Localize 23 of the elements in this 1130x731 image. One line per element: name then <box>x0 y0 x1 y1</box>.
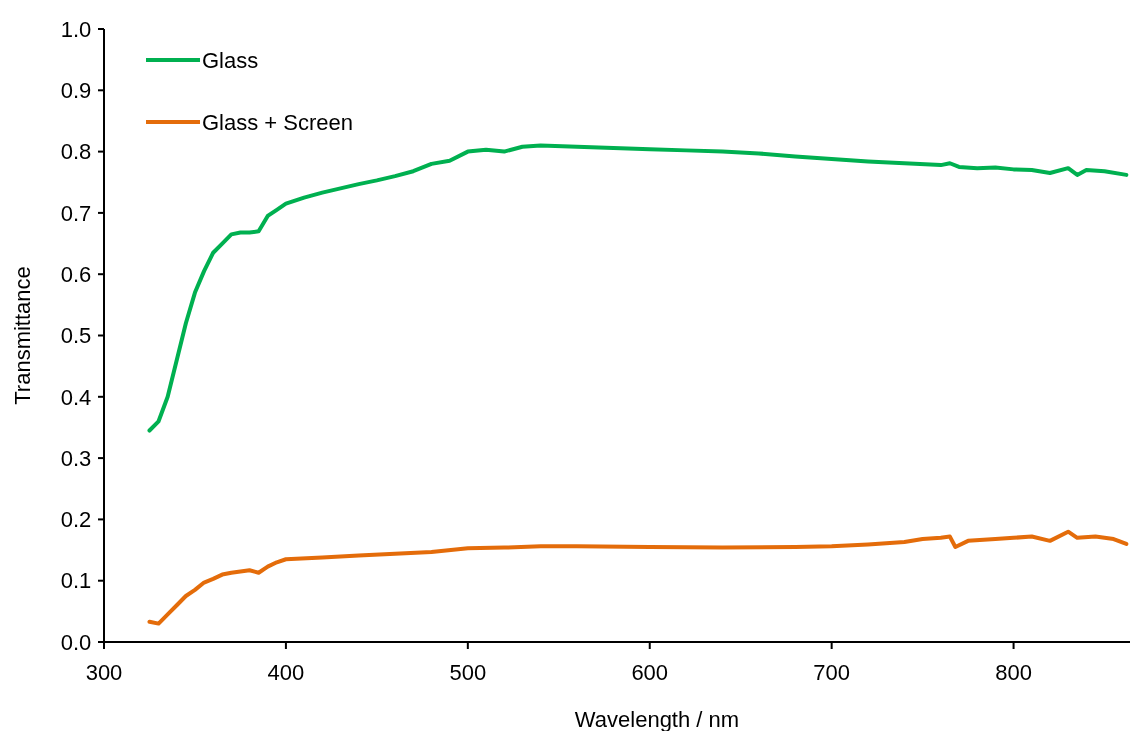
y-tick-label: 0.4 <box>60 384 92 410</box>
x-tick-label: 500 <box>449 660 487 685</box>
y-tick-label: 0.5 <box>60 323 92 349</box>
line-series <box>147 143 1129 433</box>
line-series <box>147 529 1129 626</box>
y-tick-label: 0.8 <box>60 139 92 165</box>
y-tick-label: 0.6 <box>60 261 92 287</box>
y-axis-title: Transmittance <box>10 266 35 405</box>
y-tick-label: 0.9 <box>60 78 92 103</box>
legend-label: Glass <box>202 47 259 73</box>
x-tick-label: 400 <box>267 660 305 685</box>
y-tick-label: 0.3 <box>60 445 92 471</box>
x-tick-label: 300 <box>85 660 123 685</box>
y-tick-label: 1.0 <box>60 16 92 42</box>
y-tick-label: 0.0 <box>60 629 92 655</box>
y-tick-label: 0.2 <box>60 507 92 533</box>
legend-label: Glass + Screen <box>202 109 354 135</box>
x-axis-title: Wavelength / nm <box>574 707 740 731</box>
y-tick-label: 0.7 <box>60 200 92 226</box>
y-tick-label: 0.1 <box>60 568 92 594</box>
x-tick-label: 600 <box>631 660 669 685</box>
x-tick-label: 800 <box>995 660 1032 685</box>
x-tick-label: 700 <box>813 660 851 685</box>
